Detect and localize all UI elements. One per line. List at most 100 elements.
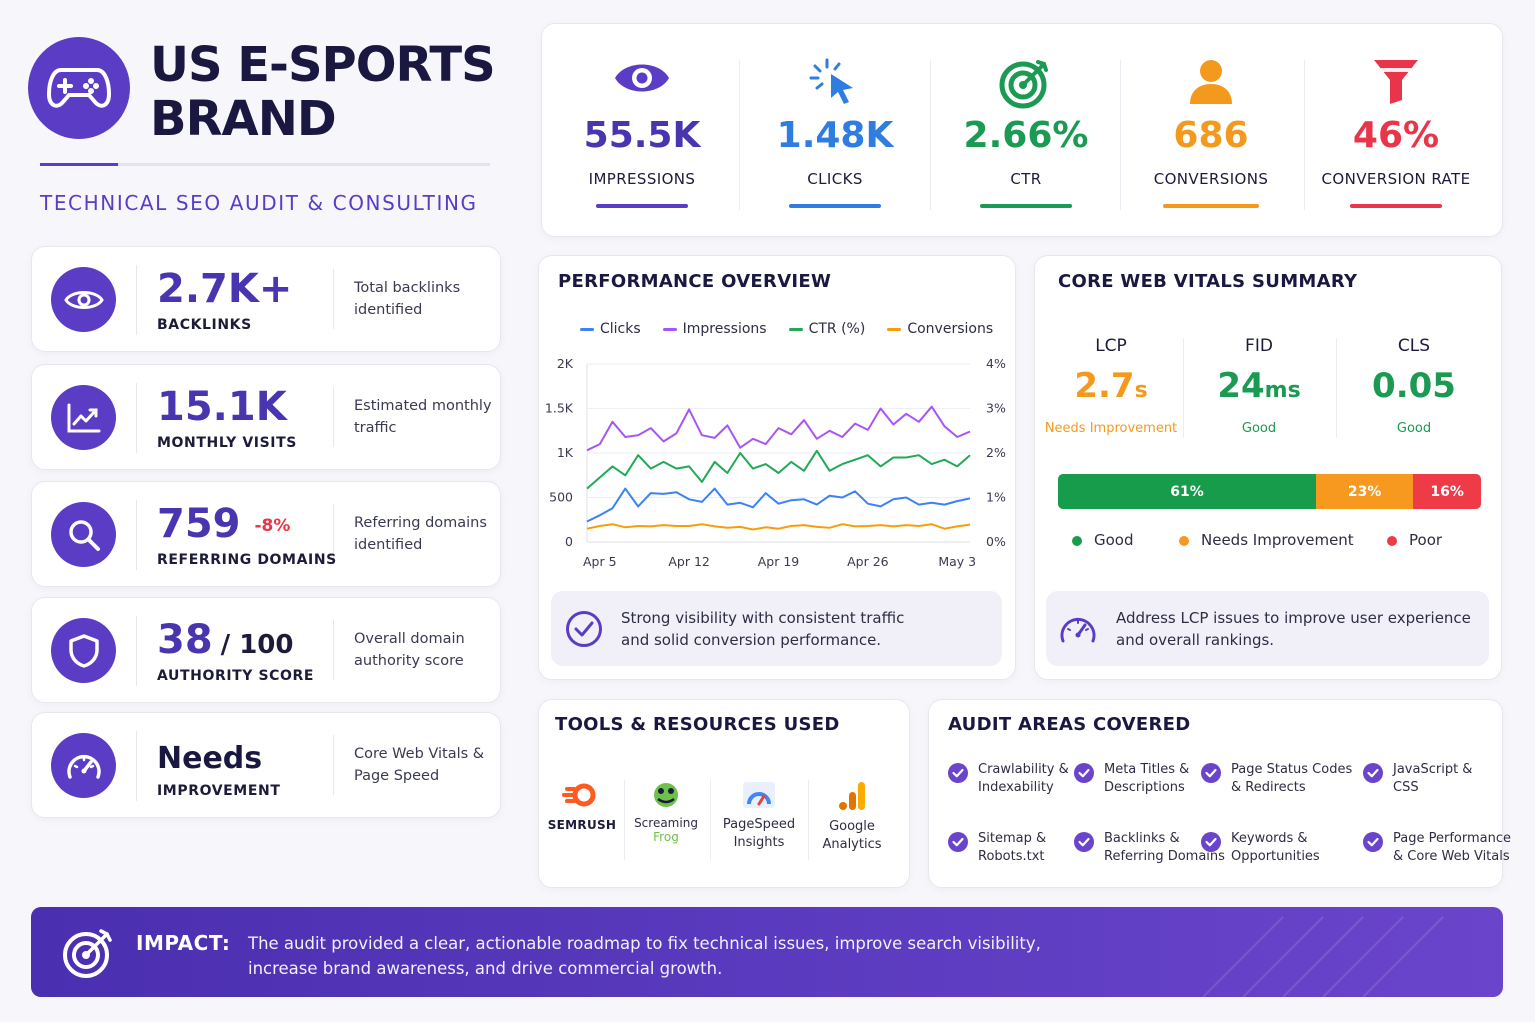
legend-item: Conversions bbox=[887, 321, 993, 337]
check-circle-icon bbox=[1363, 832, 1383, 852]
x-tick-label: May 3 bbox=[938, 554, 976, 569]
stat-card-monthly-visits: 15.1K MONTHLY VISITS Estimated monthly t… bbox=[31, 364, 501, 470]
kpi-label: CTR bbox=[1010, 170, 1042, 188]
vitals-title: CORE WEB VITALS SUMMARY bbox=[1058, 271, 1358, 292]
check-circle-icon bbox=[566, 611, 602, 647]
stat-delta: -8% bbox=[254, 516, 291, 536]
kpi-label: IMPRESSIONS bbox=[588, 170, 696, 188]
audit-area-item: Backlinks & Referring Domains bbox=[1074, 830, 1225, 866]
eye-icon bbox=[51, 267, 116, 332]
stat-label: AUTHORITY SCORE bbox=[157, 668, 315, 684]
vital-lcp: LCP 2.7s Needs Improvement bbox=[1044, 336, 1178, 436]
series-line-conversions bbox=[586, 523, 971, 531]
tool-pagespeed-insights: PageSpeed Insights bbox=[716, 780, 802, 852]
distribution-good: 61% bbox=[1058, 474, 1317, 509]
stat-description: Estimated monthly traffic bbox=[354, 398, 492, 436]
kpi-value: 686 bbox=[1173, 115, 1249, 156]
kpi-value: 46% bbox=[1352, 115, 1440, 156]
tools-card bbox=[538, 699, 910, 888]
kpi-conversion-rate: 46% CONVERSION RATE bbox=[1316, 50, 1476, 208]
y-right-tick-label: 1% bbox=[986, 490, 1006, 505]
user-icon bbox=[1186, 56, 1236, 110]
kpi-value: 55.5K bbox=[583, 115, 701, 156]
kpi-ctr: 2.66% CTR bbox=[946, 50, 1106, 208]
impact-label: IMPACT: bbox=[136, 931, 231, 955]
y-left-tick-label: 2K bbox=[557, 356, 574, 371]
audit-area-item: JavaScript & CSS bbox=[1363, 761, 1472, 797]
stat-description: Core Web Vitals & Page Speed bbox=[354, 746, 485, 784]
audit-area-item: Keywords & Opportunities bbox=[1201, 830, 1320, 866]
tool-screaming-frog: Screaming Frog bbox=[628, 780, 704, 844]
distribution-poor: 16% bbox=[1413, 474, 1481, 509]
stat-value: Needs bbox=[157, 741, 263, 776]
search-icon bbox=[51, 502, 116, 567]
performance-note: Strong visibility with consistent traffi… bbox=[551, 591, 1002, 666]
stat-suffix: / 100 bbox=[220, 630, 294, 660]
tools-title: TOOLS & RESOURCES USED bbox=[555, 714, 840, 735]
page-title: US E-SPORTS BRAND bbox=[150, 37, 496, 147]
gamepad-icon bbox=[47, 68, 111, 108]
tool-google-analytics: Google Analytics bbox=[812, 780, 892, 854]
tool-semrush: SEMRUSH bbox=[545, 780, 619, 834]
target-icon bbox=[998, 56, 1054, 114]
stat-card-referring-domains: 759 -8% REFERRING DOMAINS Referring doma… bbox=[31, 481, 501, 587]
performance-title: PERFORMANCE OVERVIEW bbox=[558, 271, 832, 292]
frog-logo-icon bbox=[654, 783, 678, 807]
y-left-tick-label: 1.5K bbox=[545, 401, 574, 416]
audit-area-item: Page Performance & Core Web Vitals bbox=[1363, 830, 1511, 866]
performance-line-chart: 0 500 1K 1.5K 2K 0% 1% 2% 3% 4% Apr 5 Apr 12 Apr 19 A… bbox=[545, 356, 1006, 569]
kpi-clicks: 1.48K CLICKS bbox=[755, 50, 915, 208]
stat-description: Referring domains identified bbox=[354, 515, 487, 553]
note-text: Strong visibility with consistent traffi… bbox=[621, 609, 905, 649]
series-line-impressions bbox=[586, 405, 971, 452]
y-left-tick-label: 1K bbox=[557, 445, 574, 460]
legend-item: Clicks bbox=[580, 321, 641, 337]
stat-value: 759 -8% bbox=[157, 501, 291, 547]
stat-card-authority-score: 38/ 100 AUTHORITY SCORE Overall domain a… bbox=[31, 597, 501, 703]
trend-chart-icon bbox=[51, 385, 116, 450]
impact-banner: IMPACT: The audit provided a clear, acti… bbox=[31, 907, 1503, 997]
stat-label: BACKLINKS bbox=[157, 317, 252, 333]
check-circle-icon bbox=[1201, 832, 1221, 852]
check-circle-icon bbox=[1201, 763, 1221, 783]
legend-item: CTR (%) bbox=[788, 321, 865, 337]
series-line-clicks bbox=[586, 487, 971, 523]
stat-card-page-speed: Needs IMPROVEMENT Core Web Vitals & Page… bbox=[31, 712, 501, 818]
distribution-needs-improvement: 23% bbox=[1316, 474, 1414, 509]
audit-area-item: Page Status Codes & Redirects bbox=[1201, 761, 1352, 797]
stat-description: Overall domain authority score bbox=[354, 631, 465, 669]
vitals-distribution-bar: 61% 23% 16% bbox=[1058, 474, 1481, 509]
x-tick-label: Apr 26 bbox=[847, 554, 889, 569]
audit-area-item: Meta Titles & Descriptions bbox=[1074, 761, 1189, 797]
y-right-tick-label: 2% bbox=[986, 445, 1006, 460]
x-tick-label: Apr 12 bbox=[668, 554, 710, 569]
kpi-label: CLICKS bbox=[807, 170, 863, 188]
note-text: Address LCP issues to improve user exper… bbox=[1116, 609, 1471, 649]
vitals-legend-needs-improvement: Needs Improvement bbox=[1179, 531, 1354, 549]
kpi-value: 2.66% bbox=[963, 115, 1089, 156]
x-tick-label: Apr 19 bbox=[758, 554, 800, 569]
stat-label: MONTHLY VISITS bbox=[157, 435, 297, 451]
speedometer-icon bbox=[1060, 618, 1096, 643]
y-right-tick-label: 4% bbox=[986, 356, 1006, 371]
check-circle-icon bbox=[1074, 763, 1094, 783]
analytics-logo-icon bbox=[839, 782, 865, 810]
vital-cls: CLS 0.05 Good bbox=[1372, 336, 1456, 436]
vitals-note: Address LCP issues to improve user exper… bbox=[1046, 591, 1489, 666]
y-left-tick-label: 500 bbox=[549, 490, 573, 505]
stat-description: Total backlinks identified bbox=[354, 280, 461, 318]
eye-icon bbox=[612, 56, 672, 104]
page-subtitle: TECHNICAL SEO AUDIT & CONSULTING bbox=[40, 191, 478, 215]
stat-card-backlinks: 2.7K+ BACKLINKS Total backlinks identifi… bbox=[31, 246, 501, 352]
legend-item: Impressions bbox=[662, 321, 767, 337]
stat-value: 15.1K bbox=[157, 384, 287, 430]
chart-legend: Clicks Impressions CTR (%) Conversions bbox=[580, 321, 993, 337]
y-right-tick-label: 0% bbox=[986, 534, 1006, 549]
target-icon bbox=[63, 929, 112, 978]
check-circle-icon bbox=[1074, 832, 1094, 852]
stat-label: IMPROVEMENT bbox=[157, 783, 281, 799]
check-circle-icon bbox=[948, 763, 968, 783]
stat-value: 38/ 100 bbox=[157, 617, 294, 663]
series-line-ctr bbox=[586, 449, 971, 490]
x-tick-label: Apr 5 bbox=[583, 554, 617, 569]
